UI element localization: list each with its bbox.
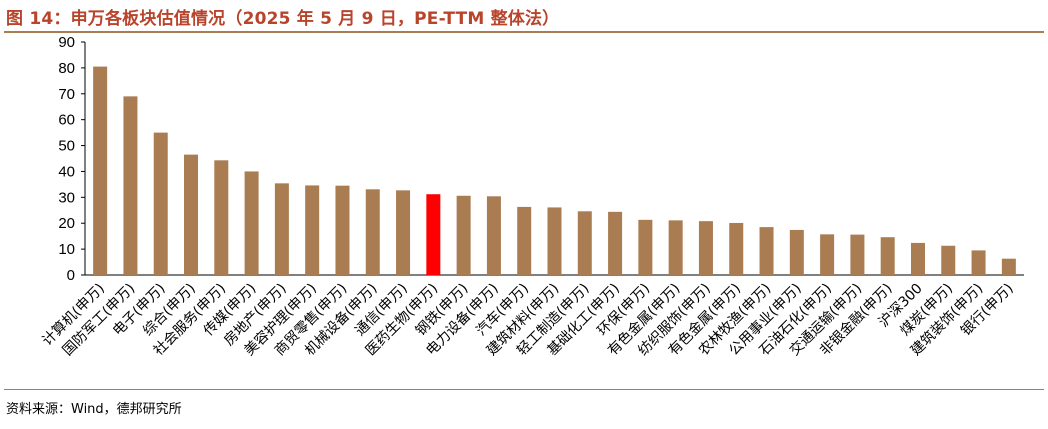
figure-title: 图 14：申万各板块估值情况（2025 年 5 月 9 日，PE-TTM 整体法… bbox=[6, 9, 560, 29]
bar bbox=[426, 194, 441, 275]
bar bbox=[305, 185, 320, 275]
bar bbox=[789, 229, 804, 275]
bar bbox=[910, 242, 925, 275]
bar bbox=[335, 185, 350, 275]
bar bbox=[153, 132, 168, 275]
bar bbox=[759, 227, 774, 275]
bar bbox=[456, 195, 471, 275]
bar bbox=[941, 245, 956, 275]
y-tick-label: 10 bbox=[58, 241, 75, 258]
bars bbox=[93, 66, 1016, 276]
y-tick-label: 90 bbox=[58, 34, 75, 51]
y-tick-label: 80 bbox=[58, 60, 75, 77]
bar bbox=[486, 196, 501, 275]
y-tick-label: 60 bbox=[58, 112, 75, 129]
bar bbox=[274, 183, 289, 275]
title-rule bbox=[4, 31, 1044, 33]
bar bbox=[547, 207, 562, 275]
bar bbox=[123, 96, 138, 276]
y-tick-label: 20 bbox=[58, 215, 75, 232]
y-tick-label: 40 bbox=[58, 163, 75, 180]
bar bbox=[668, 220, 683, 275]
bar bbox=[850, 234, 865, 275]
bar bbox=[729, 222, 744, 275]
bar bbox=[1001, 258, 1016, 275]
bar bbox=[638, 219, 653, 275]
y-tick-label: 0 bbox=[67, 267, 75, 284]
bar bbox=[608, 211, 623, 275]
bar bbox=[820, 234, 835, 275]
bar bbox=[971, 250, 986, 275]
bar bbox=[93, 66, 108, 275]
bar bbox=[577, 211, 592, 275]
source-rule bbox=[4, 389, 1044, 390]
y-tick-label: 50 bbox=[58, 138, 75, 155]
source-note: 资料来源：Wind，德邦研究所 bbox=[6, 402, 182, 417]
y-axis: 0 10 20 30 40 50 60 70 80 90 bbox=[58, 34, 86, 284]
bar bbox=[244, 171, 259, 275]
bar bbox=[517, 206, 532, 275]
bar bbox=[214, 160, 229, 275]
y-tick-label: 30 bbox=[58, 189, 75, 206]
bar-chart: 0 10 20 30 40 50 60 70 80 90 计算机(申万)国防军工(申万)电子(申万… bbox=[39, 34, 1024, 359]
bar bbox=[184, 154, 199, 275]
bar bbox=[698, 221, 713, 275]
bar bbox=[365, 189, 380, 275]
bar bbox=[880, 237, 895, 275]
y-tick-label: 70 bbox=[58, 86, 75, 103]
bar bbox=[396, 190, 411, 275]
x-tick-labels: 计算机(申万)国防军工(申万)电子(申万)综合(申万)社会服务(申万)传媒(申万… bbox=[39, 280, 1016, 359]
